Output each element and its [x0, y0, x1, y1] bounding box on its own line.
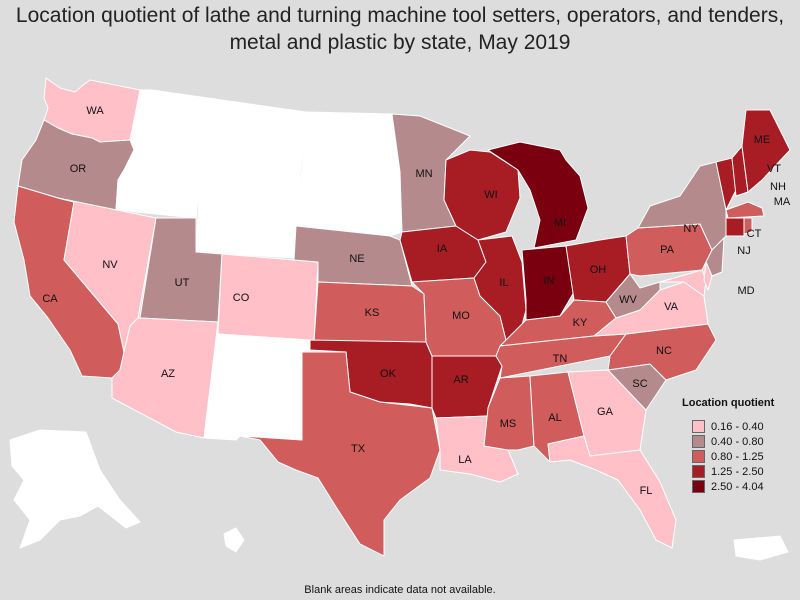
footnote: Blank areas indicate data not available. [304, 584, 496, 596]
state-label-va: VA [664, 301, 679, 313]
state-label-wi: WI [484, 189, 497, 201]
state-ak[interactable] [9, 429, 141, 549]
legend-label: 2.50 - 4.04 [711, 480, 764, 493]
state-label-ia: IA [437, 243, 448, 255]
state-ct[interactable] [725, 217, 745, 237]
state-hi[interactable] [223, 527, 245, 553]
legend-item: 0.40 - 0.80 [682, 434, 794, 449]
legend-swatch [692, 480, 705, 493]
state-label-mn: MN [415, 168, 432, 180]
state-label-wa: WA [86, 105, 104, 117]
state-label-tn: TN [553, 353, 568, 365]
legend-label: 1.25 - 2.50 [711, 465, 764, 478]
state-label-pa: PA [660, 244, 675, 256]
state-label-tx: TX [351, 443, 366, 455]
state-label-ne: NE [349, 253, 364, 265]
state-label-ny: NY [683, 223, 699, 235]
state-label-ct: CT [747, 228, 762, 240]
state-label-ar: AR [453, 374, 468, 386]
state-me[interactable] [741, 109, 791, 193]
state-nm[interactable] [203, 321, 311, 441]
map-title: Location quotient of lathe and turning m… [15, 4, 785, 54]
state-tx[interactable] [239, 351, 441, 557]
legend-label: 0.40 - 0.80 [711, 435, 764, 448]
state-label-la: LA [458, 454, 472, 466]
state-md[interactable] [659, 269, 707, 297]
legend-item: 1.25 - 2.50 [682, 464, 794, 479]
state-mt[interactable] [149, 89, 307, 185]
state-label-nv: NV [102, 259, 118, 271]
state-label-il: IL [499, 277, 508, 289]
state-label-md: MD [737, 285, 754, 297]
state-label-me: ME [754, 134, 771, 146]
state-label-oh: OH [590, 264, 607, 276]
legend-label: 0.80 - 1.25 [711, 450, 764, 463]
legend-label: 0.16 - 0.40 [711, 420, 764, 433]
legend-swatch [692, 450, 705, 463]
state-de[interactable] [703, 261, 713, 291]
state-label-or: OR [70, 163, 87, 175]
state-label-vt: VT [767, 163, 781, 175]
state-label-in: IN [544, 275, 555, 287]
state-nj[interactable] [705, 237, 725, 277]
state-pr[interactable] [733, 535, 789, 561]
state-label-nc: NC [656, 345, 672, 357]
legend-item: 0.16 - 0.40 [682, 419, 794, 434]
state-ri[interactable] [743, 217, 753, 235]
legend-swatch [692, 435, 705, 448]
state-sd[interactable] [295, 169, 403, 237]
legend: Location quotient 0.16 - 0.40 0.40 - 0.8… [682, 397, 794, 494]
state-ma[interactable] [725, 201, 765, 219]
state-wy[interactable] [195, 165, 301, 259]
state-mi[interactable] [487, 141, 589, 249]
state-wv[interactable] [605, 273, 661, 319]
state-label-ca: CA [42, 293, 58, 305]
state-label-fl: FL [640, 485, 653, 497]
state-label-ks: KS [365, 307, 380, 319]
state-label-ok: OK [380, 368, 397, 380]
legend-swatch [692, 420, 705, 433]
state-label-ma: MA [774, 196, 791, 208]
state-label-wv: WV [619, 294, 637, 306]
state-label-sc: SC [632, 378, 647, 390]
state-label-mo: MO [452, 310, 470, 322]
legend-item: 2.50 - 4.04 [682, 479, 794, 494]
state-nd[interactable] [301, 111, 401, 173]
state-label-nh: NH [770, 181, 786, 193]
state-label-ut: UT [175, 277, 190, 289]
state-wi[interactable] [443, 149, 521, 241]
legend-swatch [692, 465, 705, 478]
state-label-nj: NJ [737, 245, 750, 257]
state-label-ky: KY [573, 317, 588, 329]
state-label-ga: GA [597, 406, 614, 418]
state-label-co: CO [233, 292, 250, 304]
state-fl[interactable] [547, 435, 677, 549]
legend-item: 0.80 - 1.25 [682, 449, 794, 464]
state-label-az: AZ [161, 368, 175, 380]
state-label-al: AL [548, 412, 561, 424]
legend-title: Location quotient [682, 397, 775, 409]
state-label-mi: MI [554, 217, 566, 229]
state-label-ms: MS [500, 418, 517, 430]
